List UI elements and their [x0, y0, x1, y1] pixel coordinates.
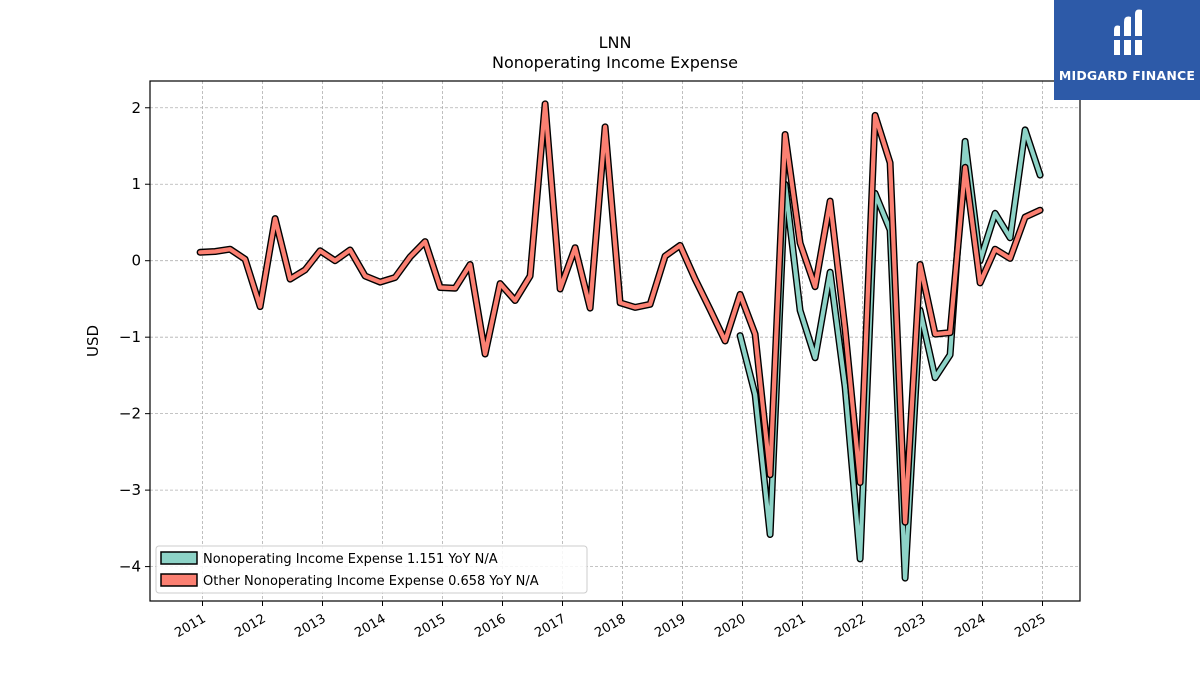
y-tick-label: −4 — [119, 558, 141, 576]
series-line-other-nonoperating-income-expense — [198, 101, 1043, 525]
legend-box — [155, 545, 588, 594]
legend-label-other-nonoperating-income-expense: Other Nonoperating Income Expense 0.658 … — [203, 574, 539, 589]
legend-swatch-nonoperating-income-expense — [160, 551, 198, 565]
series-lines — [196, 100, 1044, 582]
legend-label-nonoperating-income-expense: Nonoperating Income Expense 1.151 YoY N/… — [203, 552, 498, 567]
legend-swatch-other-nonoperating-income-expense — [160, 573, 198, 587]
y-tick-label: −3 — [119, 481, 141, 499]
legend: Nonoperating Income Expense 1.151 YoY N/… — [155, 545, 588, 594]
y-tick-label: 2 — [131, 99, 141, 117]
midgard-finance-logo: MIDGARD FINANCE — [1054, 0, 1200, 100]
y-axis-label: USD — [84, 325, 102, 357]
logo-text: MIDGARD FINANCE — [1058, 68, 1196, 83]
y-tick-label: −2 — [119, 405, 141, 423]
y-tick-label: −1 — [119, 328, 141, 346]
y-tick-label: 1 — [131, 175, 141, 193]
y-tick-label: 0 — [131, 252, 141, 270]
chart-title: LNN — [599, 33, 632, 52]
plot-frame — [149, 80, 1081, 602]
y-axis: 2 1 0 −1 −2 −3 −4 — [119, 99, 150, 576]
midgard-logo-icon — [1112, 9, 1144, 55]
chart-subtitle: Nonoperating Income Expense — [492, 53, 738, 72]
